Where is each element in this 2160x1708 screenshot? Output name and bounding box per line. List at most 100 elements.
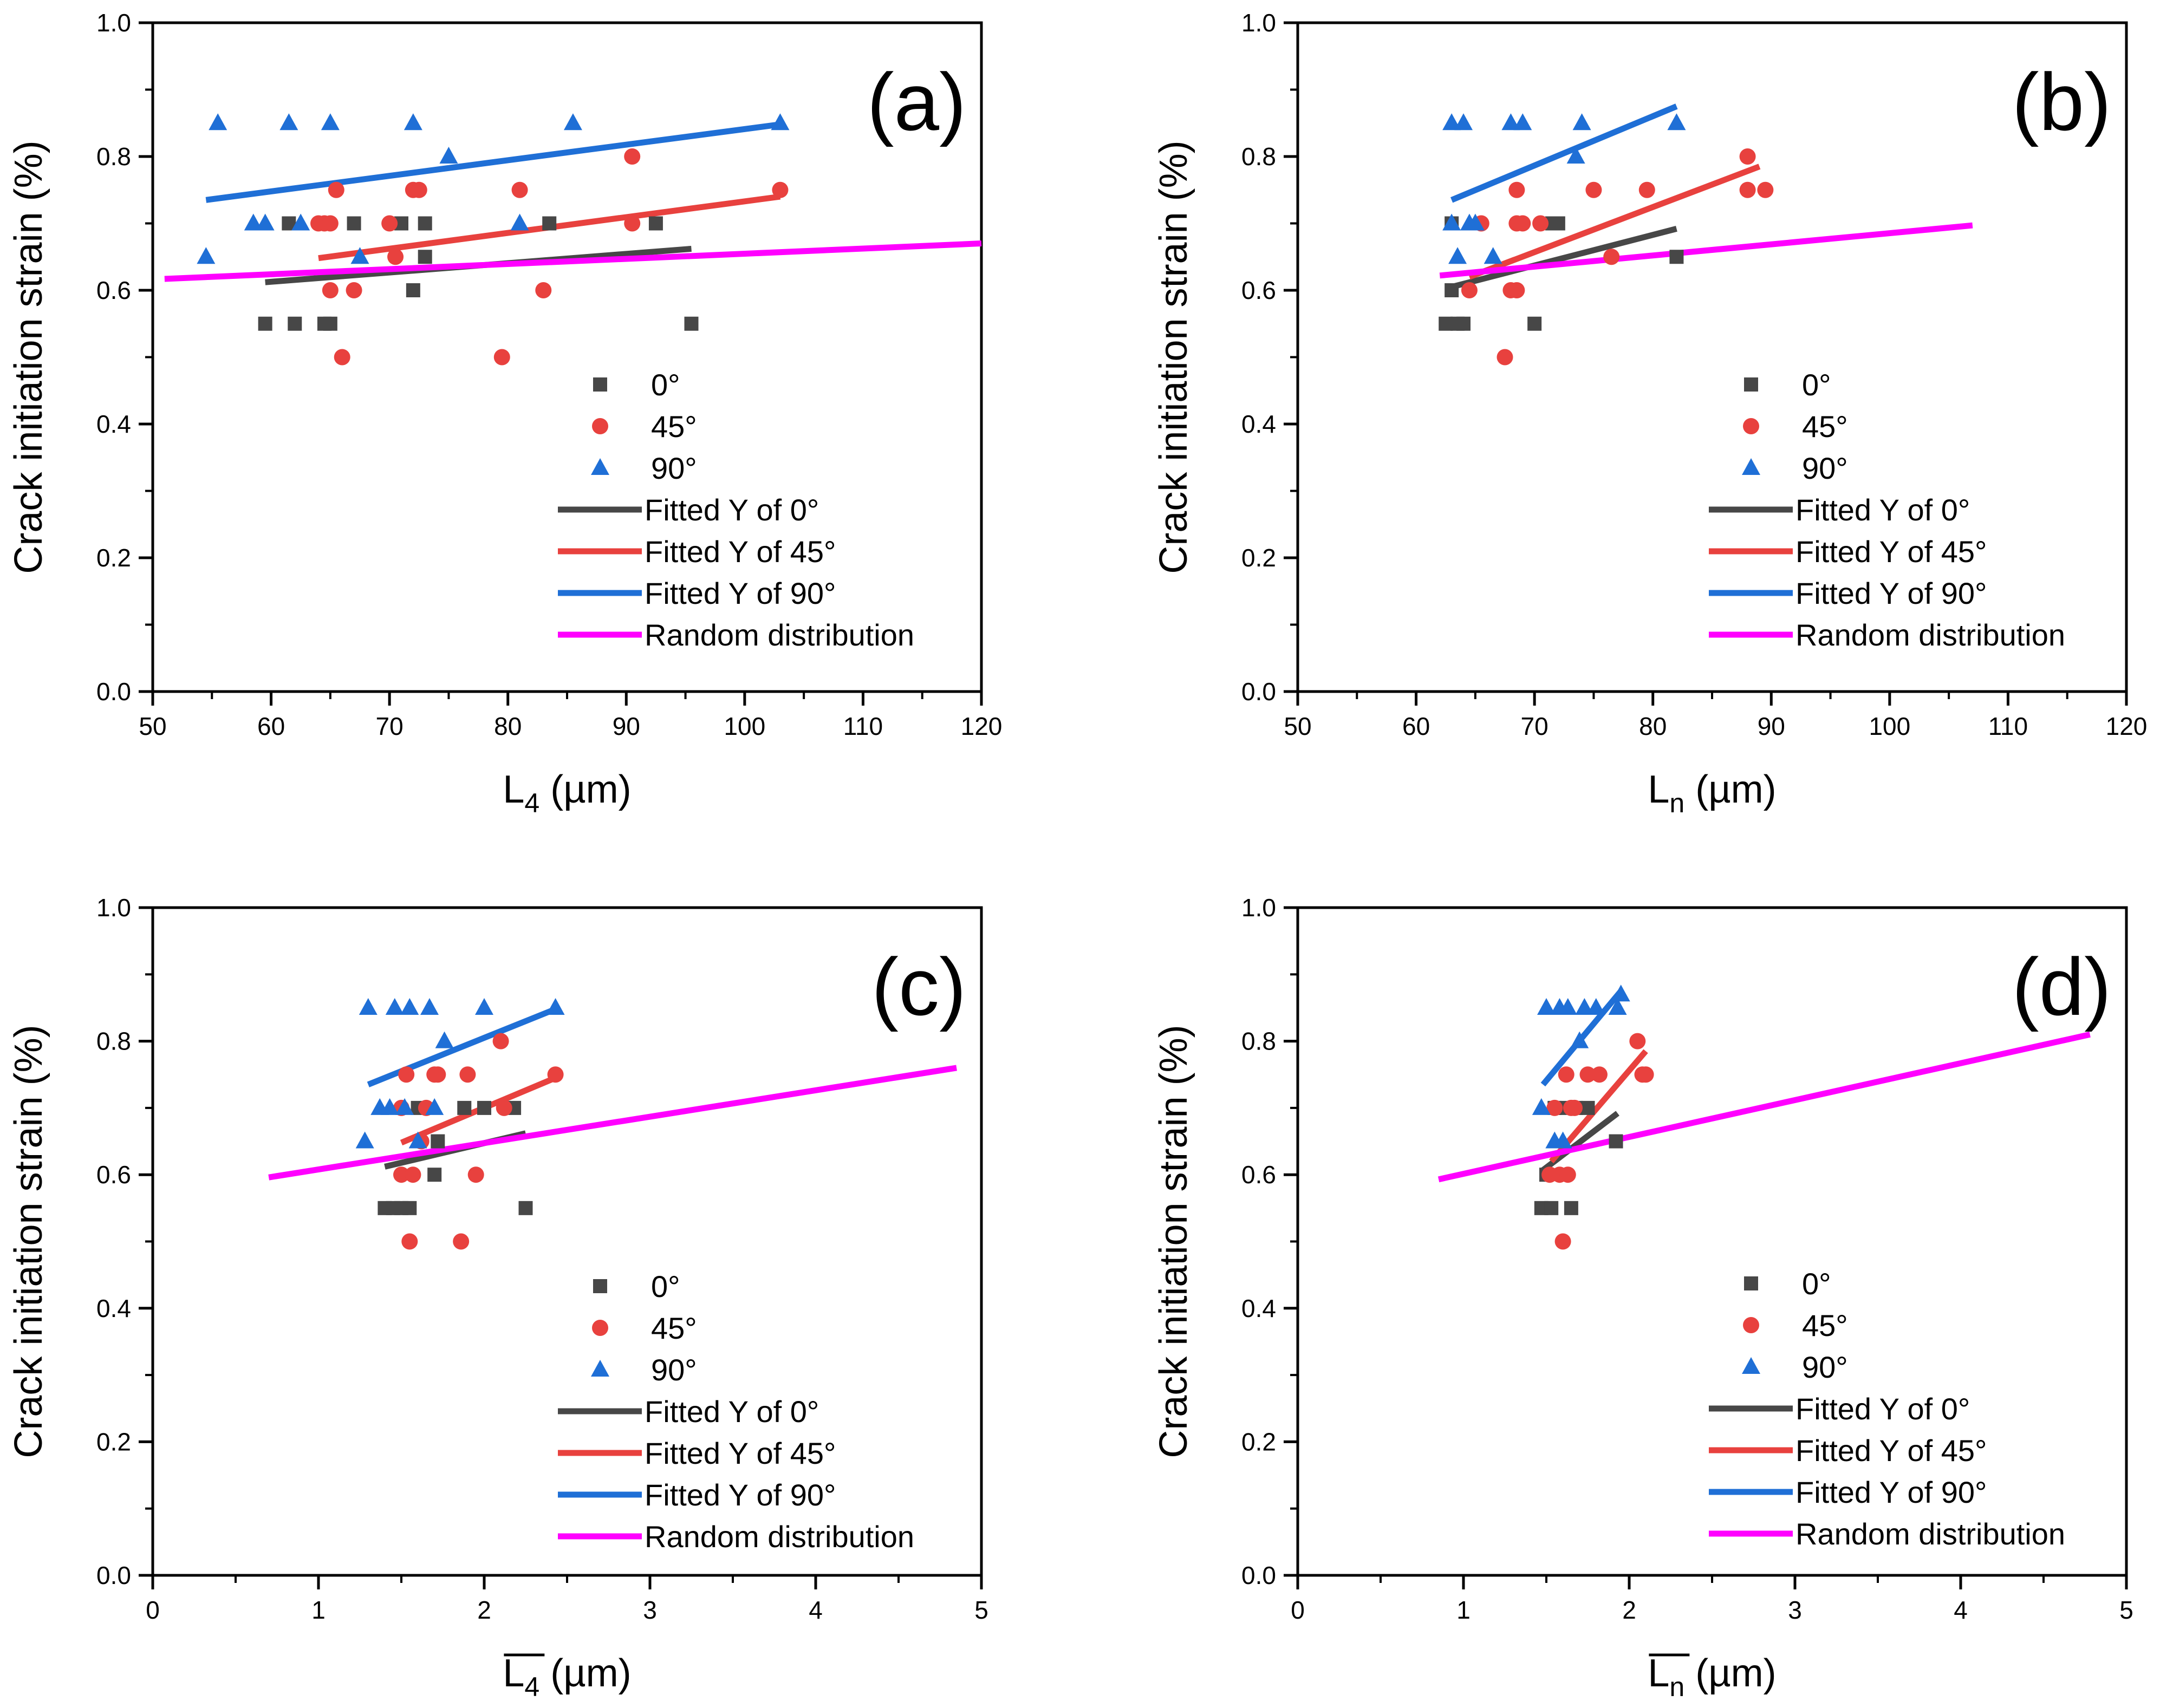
data-point: [1448, 247, 1467, 264]
x-axis-label-unit: (µm): [1684, 1652, 1776, 1695]
y-tick-label: 0.8: [1241, 142, 1276, 171]
fit-line: [164, 240, 982, 282]
legend-label: 90°: [651, 451, 697, 485]
x-tick-label: 0: [1291, 1596, 1305, 1624]
legend-label: Fitted Y of 45°: [1795, 1433, 1987, 1468]
data-point: [197, 247, 216, 264]
x-tick-label: 60: [257, 712, 285, 740]
x-tick-label: 100: [1869, 712, 1910, 740]
y-tick-label: 0.2: [1241, 1427, 1276, 1456]
panel-d: 0 1 2 3 4 5 0.0 0.2 0.4 0.6 0.8 1.0 Crack initiation…: [1152, 894, 2133, 1702]
data-point: [435, 1031, 454, 1048]
data-point: [624, 148, 641, 165]
x-axis-label: Ln (µm): [1648, 768, 1776, 818]
legend-label: Random distribution: [645, 618, 914, 652]
legend-label: 90°: [1802, 1350, 1848, 1384]
data-point: [1466, 213, 1485, 231]
x-axis-label-main: L: [1648, 768, 1669, 811]
x-tick-label: 3: [643, 1596, 657, 1624]
data-point: [1566, 147, 1585, 164]
data-point: [1757, 181, 1774, 198]
data-point: [1454, 113, 1473, 131]
x-axis-label-unit: (µm): [539, 1652, 631, 1695]
plot-frame: [151, 906, 983, 1577]
x-tick-label: 100: [724, 712, 765, 740]
panel-b: 50 60 70 80 90 100 110 120 0.0 0.2 0.4 0.6 0.8 1.0 Cra…: [1152, 9, 2147, 818]
legend-marker: [1744, 377, 1758, 392]
legend-label: 0°: [1802, 368, 1831, 402]
data-point: [1461, 282, 1478, 298]
legend-marker: [592, 418, 608, 434]
data-point: [350, 247, 369, 264]
data-point: [334, 349, 350, 366]
panel-label: (d): [2012, 941, 2111, 1032]
legend-label: Fitted Y of 45°: [1795, 534, 1987, 569]
data-point: [1570, 1031, 1589, 1048]
y-tick-label: 0.8: [96, 142, 131, 171]
legend-marker: [1743, 418, 1759, 434]
y-axis-label: Crack initiation strain (%): [1152, 1025, 1195, 1458]
fit-line: [205, 121, 781, 203]
data-point: [1669, 250, 1684, 264]
data-point: [1508, 181, 1525, 198]
legend-label: Fitted Y of 90°: [645, 1478, 836, 1512]
data-point: [411, 181, 427, 198]
x-axis-label-unit: (µm): [1684, 768, 1776, 811]
data-point: [1603, 249, 1620, 265]
y-tick-label: 0.0: [96, 677, 131, 706]
x-tick-label: 70: [376, 712, 404, 740]
data-point: [1497, 349, 1513, 366]
y-tick-label: 1.0: [96, 9, 131, 37]
data-point: [322, 215, 339, 232]
data-point: [535, 282, 552, 298]
data-point: [1591, 1066, 1608, 1083]
x-tick-label: 5: [2119, 1596, 2133, 1624]
legend-label: 0°: [651, 368, 680, 402]
data-point: [1508, 282, 1525, 298]
data-point: [404, 113, 422, 131]
fit-line: [1437, 1031, 2091, 1183]
x-tick-label: 110: [843, 712, 883, 740]
legend-label: Fitted Y of 0°: [1795, 1392, 1970, 1426]
data-point: [425, 1098, 444, 1115]
data-point: [1554, 1233, 1571, 1250]
data-point: [684, 316, 699, 331]
panel-a: 50 60 70 80 90 100 110 120 0.0 0.2 0.4 0.6 0.8 1.0 Cra…: [7, 9, 1002, 818]
y-tick-label: 0.4: [1241, 1294, 1276, 1322]
x-tick-label: 2: [477, 1596, 491, 1624]
data-point: [1513, 113, 1532, 131]
y-tick-label: 0.6: [96, 1161, 131, 1189]
y-tick-label: 0.4: [96, 410, 131, 438]
x-axis-label-unit: (µm): [539, 768, 631, 811]
data-point: [1445, 283, 1459, 297]
x-tick-label: 2: [1622, 1596, 1636, 1624]
x-axis-label-main: L: [503, 1652, 524, 1695]
data-point: [439, 147, 458, 164]
data-point: [346, 282, 362, 298]
legend-label: Fitted Y of 0°: [645, 1394, 819, 1429]
data-point: [1532, 215, 1549, 232]
legend-label: Fitted Y of 0°: [645, 493, 819, 527]
data-point: [1456, 316, 1471, 331]
y-tick-label: 0.0: [1241, 677, 1276, 706]
data-point: [279, 113, 298, 131]
legend-label: 45°: [651, 409, 697, 444]
panel-label: (b): [2012, 56, 2111, 147]
data-point: [291, 213, 310, 231]
x-tick-label: 50: [1284, 712, 1311, 740]
data-point: [1532, 1098, 1551, 1115]
x-tick-label: 90: [613, 712, 640, 740]
data-point: [244, 213, 263, 231]
data-point: [457, 1100, 472, 1115]
data-point: [1564, 1201, 1578, 1215]
x-axis-label: Ln (µm): [1648, 1652, 1776, 1702]
data-point: [1609, 1134, 1623, 1149]
data-point: [430, 1066, 446, 1083]
y-tick-label: 0.2: [1241, 544, 1276, 572]
legend-label: Random distribution: [1795, 618, 2065, 652]
y-tick-label: 0.8: [1241, 1027, 1276, 1055]
data-point: [1637, 1066, 1654, 1083]
data-point: [1559, 1166, 1576, 1183]
legend: 0° 45° 90° Fitted Y of 0° Fitted Y of 45° Fit…: [558, 1269, 914, 1554]
